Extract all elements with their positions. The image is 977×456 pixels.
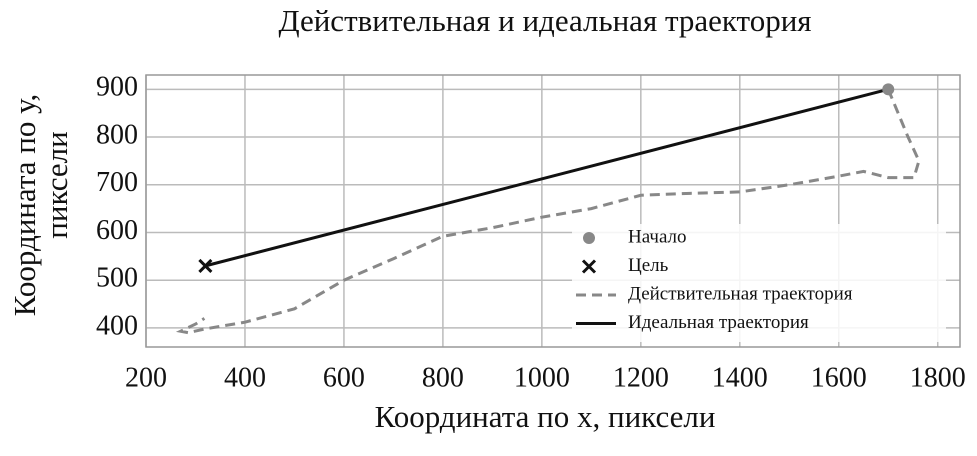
x-tick-label: 200 <box>125 362 167 393</box>
x-tick-label: 1200 <box>613 362 669 393</box>
legend-marker <box>581 259 597 274</box>
goal-marker <box>198 258 213 273</box>
y-axis-label: пиксели <box>39 131 74 238</box>
legend-label: Начало <box>628 226 687 247</box>
x-tick-label: 800 <box>422 362 464 393</box>
legend-label: Цель <box>628 255 669 276</box>
chart-title: Действительная и идеальная траектория <box>278 3 811 38</box>
legend-box <box>572 224 946 342</box>
x-tick-label: 1600 <box>811 362 867 393</box>
legend-marker <box>583 232 595 244</box>
x-tick-label: 600 <box>323 362 365 393</box>
y-tick-label: 700 <box>96 167 138 198</box>
x-tick-label: 400 <box>224 362 266 393</box>
plot-frame <box>145 74 961 348</box>
trajectory-line <box>175 88 921 335</box>
y-axis-label: Координата по у, <box>7 94 42 317</box>
y-tick-label: 400 <box>96 310 138 341</box>
x-tick-label: 1000 <box>514 362 570 393</box>
legend-label: Действительная траектория <box>628 283 853 304</box>
start-marker <box>882 83 895 96</box>
x-axis-label: Координата по x, пиксели <box>375 399 716 434</box>
y-tick-label: 600 <box>96 215 138 246</box>
legend-label: Идеальная траектория <box>628 312 809 333</box>
x-tick-label: 1800 <box>910 362 966 393</box>
x-tick-label: 1400 <box>712 362 768 393</box>
y-tick-label: 800 <box>96 119 138 150</box>
trajectory-line <box>205 87 889 268</box>
y-tick-label: 500 <box>96 263 138 294</box>
y-tick-label: 900 <box>96 72 138 103</box>
